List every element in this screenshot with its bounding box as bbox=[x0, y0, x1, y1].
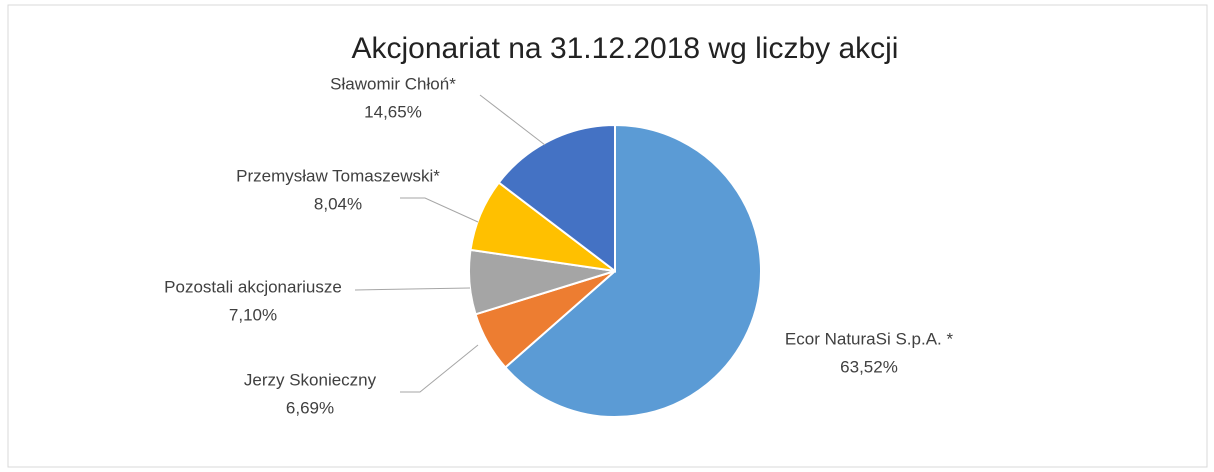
leader-line bbox=[479, 94, 546, 146]
leader-line bbox=[354, 287, 471, 291]
slice-label: Sławomir Chłoń* bbox=[330, 74, 456, 93]
leader-line bbox=[400, 197, 479, 223]
slice-label: Ecor NaturaSi S.p.A. * bbox=[785, 329, 954, 348]
slice-value-label: 63,52% bbox=[840, 357, 898, 376]
pie-slice bbox=[497, 123, 616, 274]
chart-title: Akcjonariat na 31.12.2018 wg liczby akcj… bbox=[352, 32, 899, 65]
slice-label: Przemysław Tomaszewski* bbox=[236, 166, 440, 185]
slice-label: Jerzy Skonieczny bbox=[244, 370, 377, 389]
slice-value-label: 7,10% bbox=[229, 305, 277, 324]
slice-value-label: 6,69% bbox=[286, 398, 334, 417]
leader-line bbox=[400, 344, 479, 393]
slice-value-label: 14,65% bbox=[364, 102, 422, 121]
pie-slice bbox=[503, 123, 762, 418]
slice-value-label: 8,04% bbox=[314, 194, 362, 213]
slice-label: Pozostali akcjonariusze bbox=[164, 277, 342, 296]
